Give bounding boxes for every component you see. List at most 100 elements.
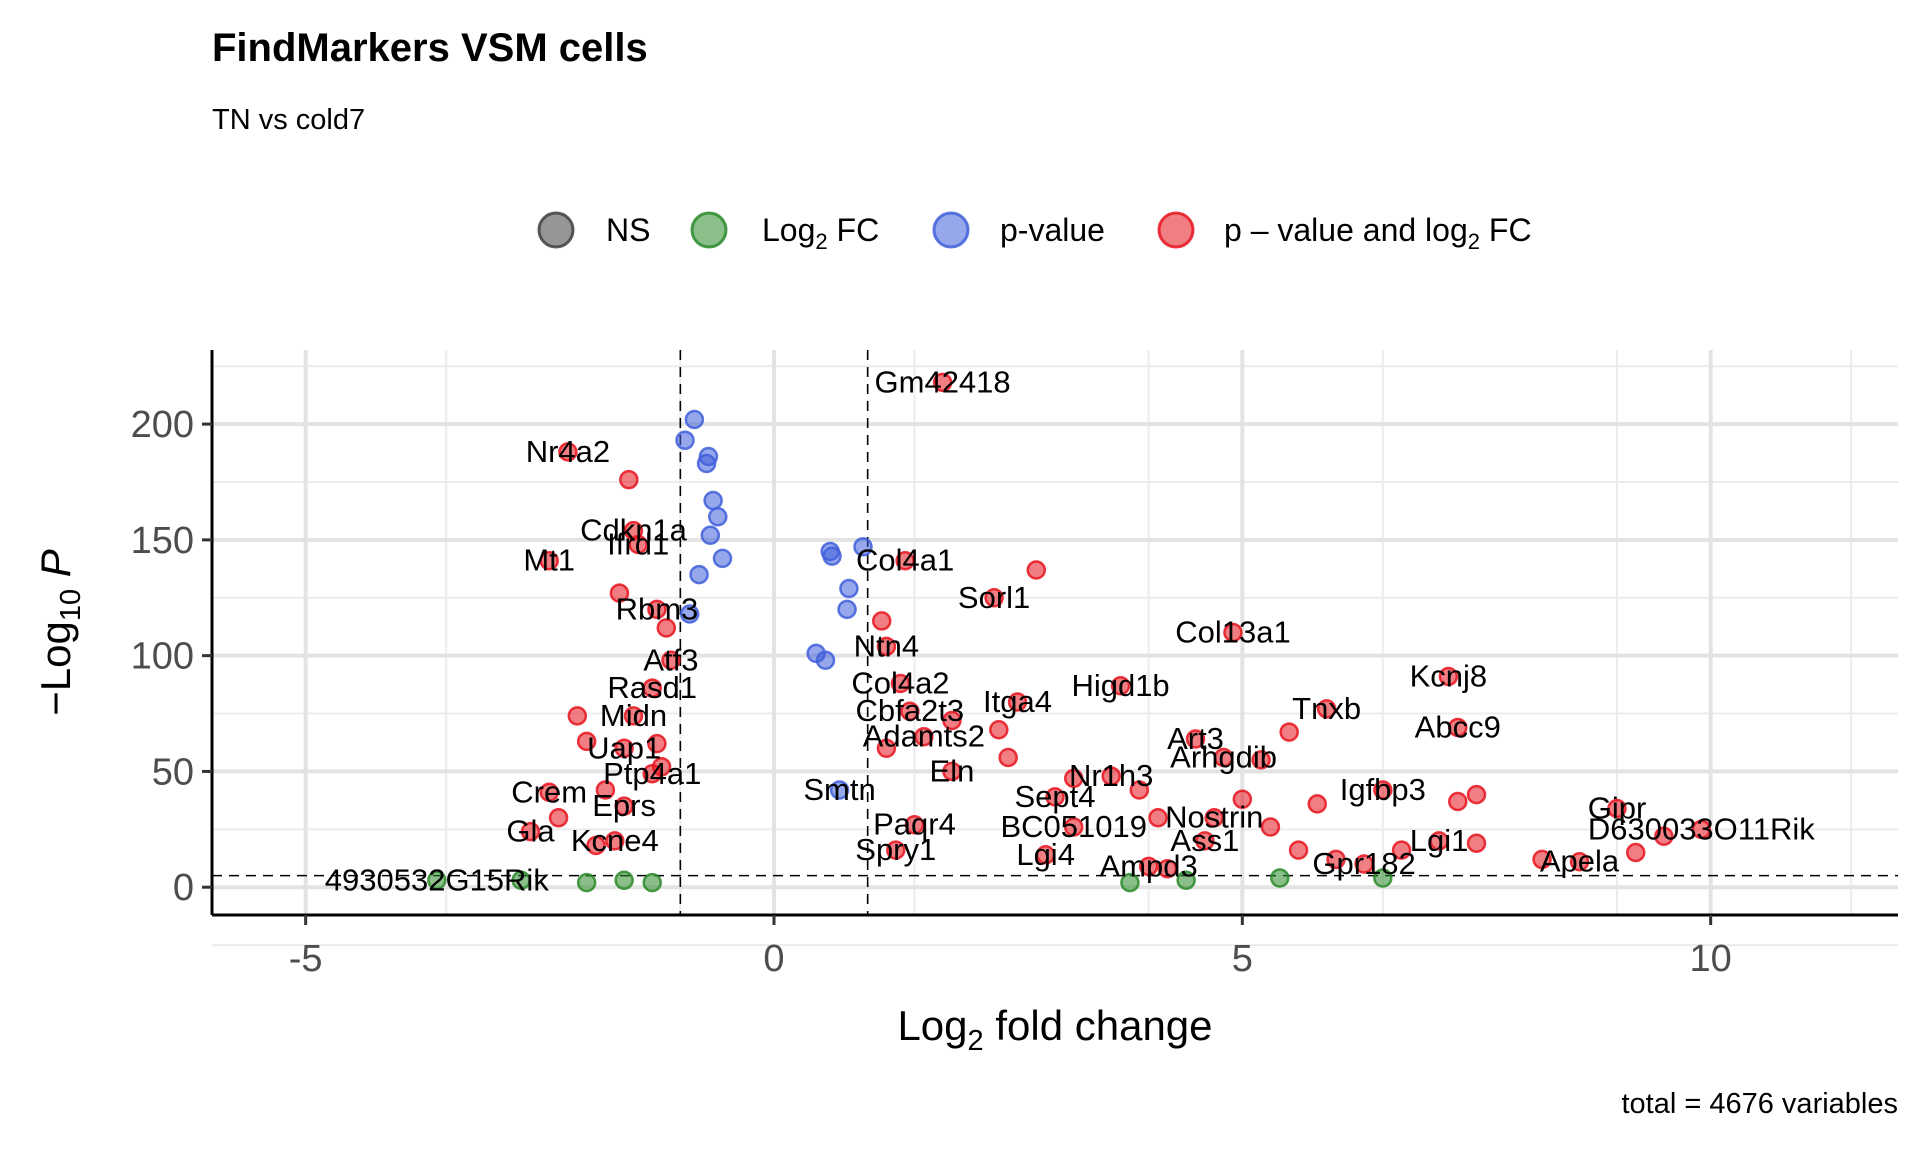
point-fcp	[1279, 722, 1299, 742]
point-fc	[614, 870, 634, 891]
gene-label-gipr: Gipr	[1588, 790, 1647, 825]
legend-label-ns: NS	[606, 212, 650, 248]
point-fcp	[1232, 789, 1253, 809]
point-fcp-sept4	[1045, 787, 1065, 807]
point-fcp-atf3	[661, 650, 681, 671]
y-axis-title-sub: 10	[55, 589, 87, 621]
point-fcp	[1326, 849, 1346, 870]
gene-label-kcnj8: Kcnj8	[1410, 658, 1488, 693]
point-fcp-paqr4	[904, 814, 925, 835]
point-fcp-gm42418	[932, 372, 953, 393]
point-fcp-kcnj8	[1438, 666, 1459, 687]
gene-label-uap1: Uap1	[587, 730, 661, 765]
legend-label-sub: 2	[1468, 229, 1480, 254]
point-fcp-gpr182	[1354, 854, 1374, 874]
point-fcp-lgi4	[1035, 845, 1056, 865]
point-fc	[1373, 868, 1393, 888]
point-p	[837, 599, 857, 620]
point-p	[712, 548, 733, 569]
gene-label-cdkn1a: Cdkn1a	[580, 513, 688, 548]
point-fcp	[1288, 840, 1309, 860]
point-p-smtn	[829, 780, 850, 800]
chart-title: FindMarkers VSM cells	[212, 26, 648, 70]
point-fcp	[1448, 791, 1468, 812]
point-fc	[576, 872, 597, 893]
point-fcp	[942, 710, 962, 731]
gene-label-crem: Crem	[511, 774, 587, 809]
point-fcp	[576, 731, 597, 752]
gene-label-bc051019: BC051019	[1000, 809, 1147, 844]
y-tick-label: 200	[131, 404, 194, 446]
y-axis-title: −Log10 P	[32, 549, 87, 716]
point-fcp-eln	[942, 761, 962, 782]
gene-label-adamts2: Adamts2	[863, 719, 985, 754]
point-p	[684, 409, 705, 430]
gene-label-ptp4a1: Ptp4a1	[603, 756, 701, 791]
x-tick-label: 0	[763, 938, 784, 980]
point-fcp-mt1	[539, 550, 559, 571]
gene-label-ampd3: Ampd3	[1100, 848, 1198, 883]
point-fcp	[989, 720, 1009, 740]
x-tick-label: -5	[289, 938, 323, 980]
point-fcp	[1391, 840, 1412, 860]
y-tick-label: 50	[152, 751, 194, 793]
point-fcp-uap1	[614, 738, 634, 759]
gene-label-lgi1: Lgi1	[1410, 823, 1469, 858]
gene-label-tnxb: Tnxb	[1292, 691, 1361, 726]
gene-label-arhgdib: Arhgdib	[1170, 740, 1277, 775]
point-fcp	[871, 611, 892, 631]
gene-label-nostrin: Nostrin	[1165, 800, 1263, 835]
x-axis-title-base: Log	[897, 1002, 967, 1049]
point-fcp	[548, 807, 569, 828]
point-fcp-bc051019	[1063, 817, 1084, 837]
chart-caption: total = 4676 variables	[1621, 1088, 1899, 1120]
point-fcp-lgi1	[1429, 831, 1449, 851]
gene-label-abcc9: Abcc9	[1415, 709, 1501, 744]
point-p	[675, 430, 695, 451]
point-fcp	[1129, 780, 1150, 800]
point-fcp	[1466, 833, 1487, 853]
point-fcp	[1625, 842, 1646, 863]
point-p	[853, 537, 873, 557]
gene-label-ifrd1: Ifrd1	[607, 527, 669, 562]
point-fcp	[1157, 858, 1178, 879]
point-fcp	[1063, 768, 1084, 789]
x-tick-label: 10	[1690, 938, 1732, 980]
gene-label-igfbp3: Igfbp3	[1340, 772, 1426, 807]
point-fcp	[595, 780, 616, 800]
legend-label-sub: 2	[815, 229, 827, 254]
point-fcp	[656, 618, 677, 638]
point-fcp	[586, 835, 606, 856]
y-tick-label: 100	[131, 636, 194, 678]
point-fcp-cbfa2t3	[900, 701, 920, 721]
gene-label-col4a1: Col4a1	[856, 543, 954, 578]
point-fc	[1176, 870, 1196, 891]
legend-label-rest: FC	[828, 212, 880, 248]
point-fcp	[1654, 826, 1674, 847]
point-fcp	[651, 757, 672, 777]
chart-subtitle: TN vs cold7	[212, 104, 366, 136]
point-fcp	[1026, 560, 1047, 580]
legend-key-fc	[690, 211, 728, 249]
y-tick-label: 150	[131, 520, 194, 562]
point-fc	[642, 872, 662, 893]
point-fcp	[1251, 750, 1271, 770]
point-p	[815, 650, 836, 671]
point-fcp	[567, 706, 588, 726]
point-p	[696, 453, 717, 474]
gene-label-sept4: Sept4	[1014, 779, 1095, 814]
point-p	[700, 525, 721, 545]
legend-key-p	[932, 211, 970, 249]
y-axis-title-prefix: −Log	[32, 621, 79, 716]
point-fcp-gla	[520, 821, 541, 842]
point-fcp	[1307, 794, 1328, 814]
point-fcp	[1260, 817, 1281, 837]
legend-label-base: p – value and log	[1224, 212, 1468, 248]
point-fcp-apela	[1569, 851, 1590, 872]
point-p	[689, 564, 709, 585]
gene-label-gpr182: Gpr182	[1312, 846, 1415, 881]
legend: NS Log2 FC p-value p – value and log2 FC	[537, 211, 1532, 254]
point-fcp-ntn4	[876, 636, 897, 657]
point-fcp-nr4a2	[558, 442, 578, 462]
point-fcp-rbm3	[647, 599, 667, 620]
